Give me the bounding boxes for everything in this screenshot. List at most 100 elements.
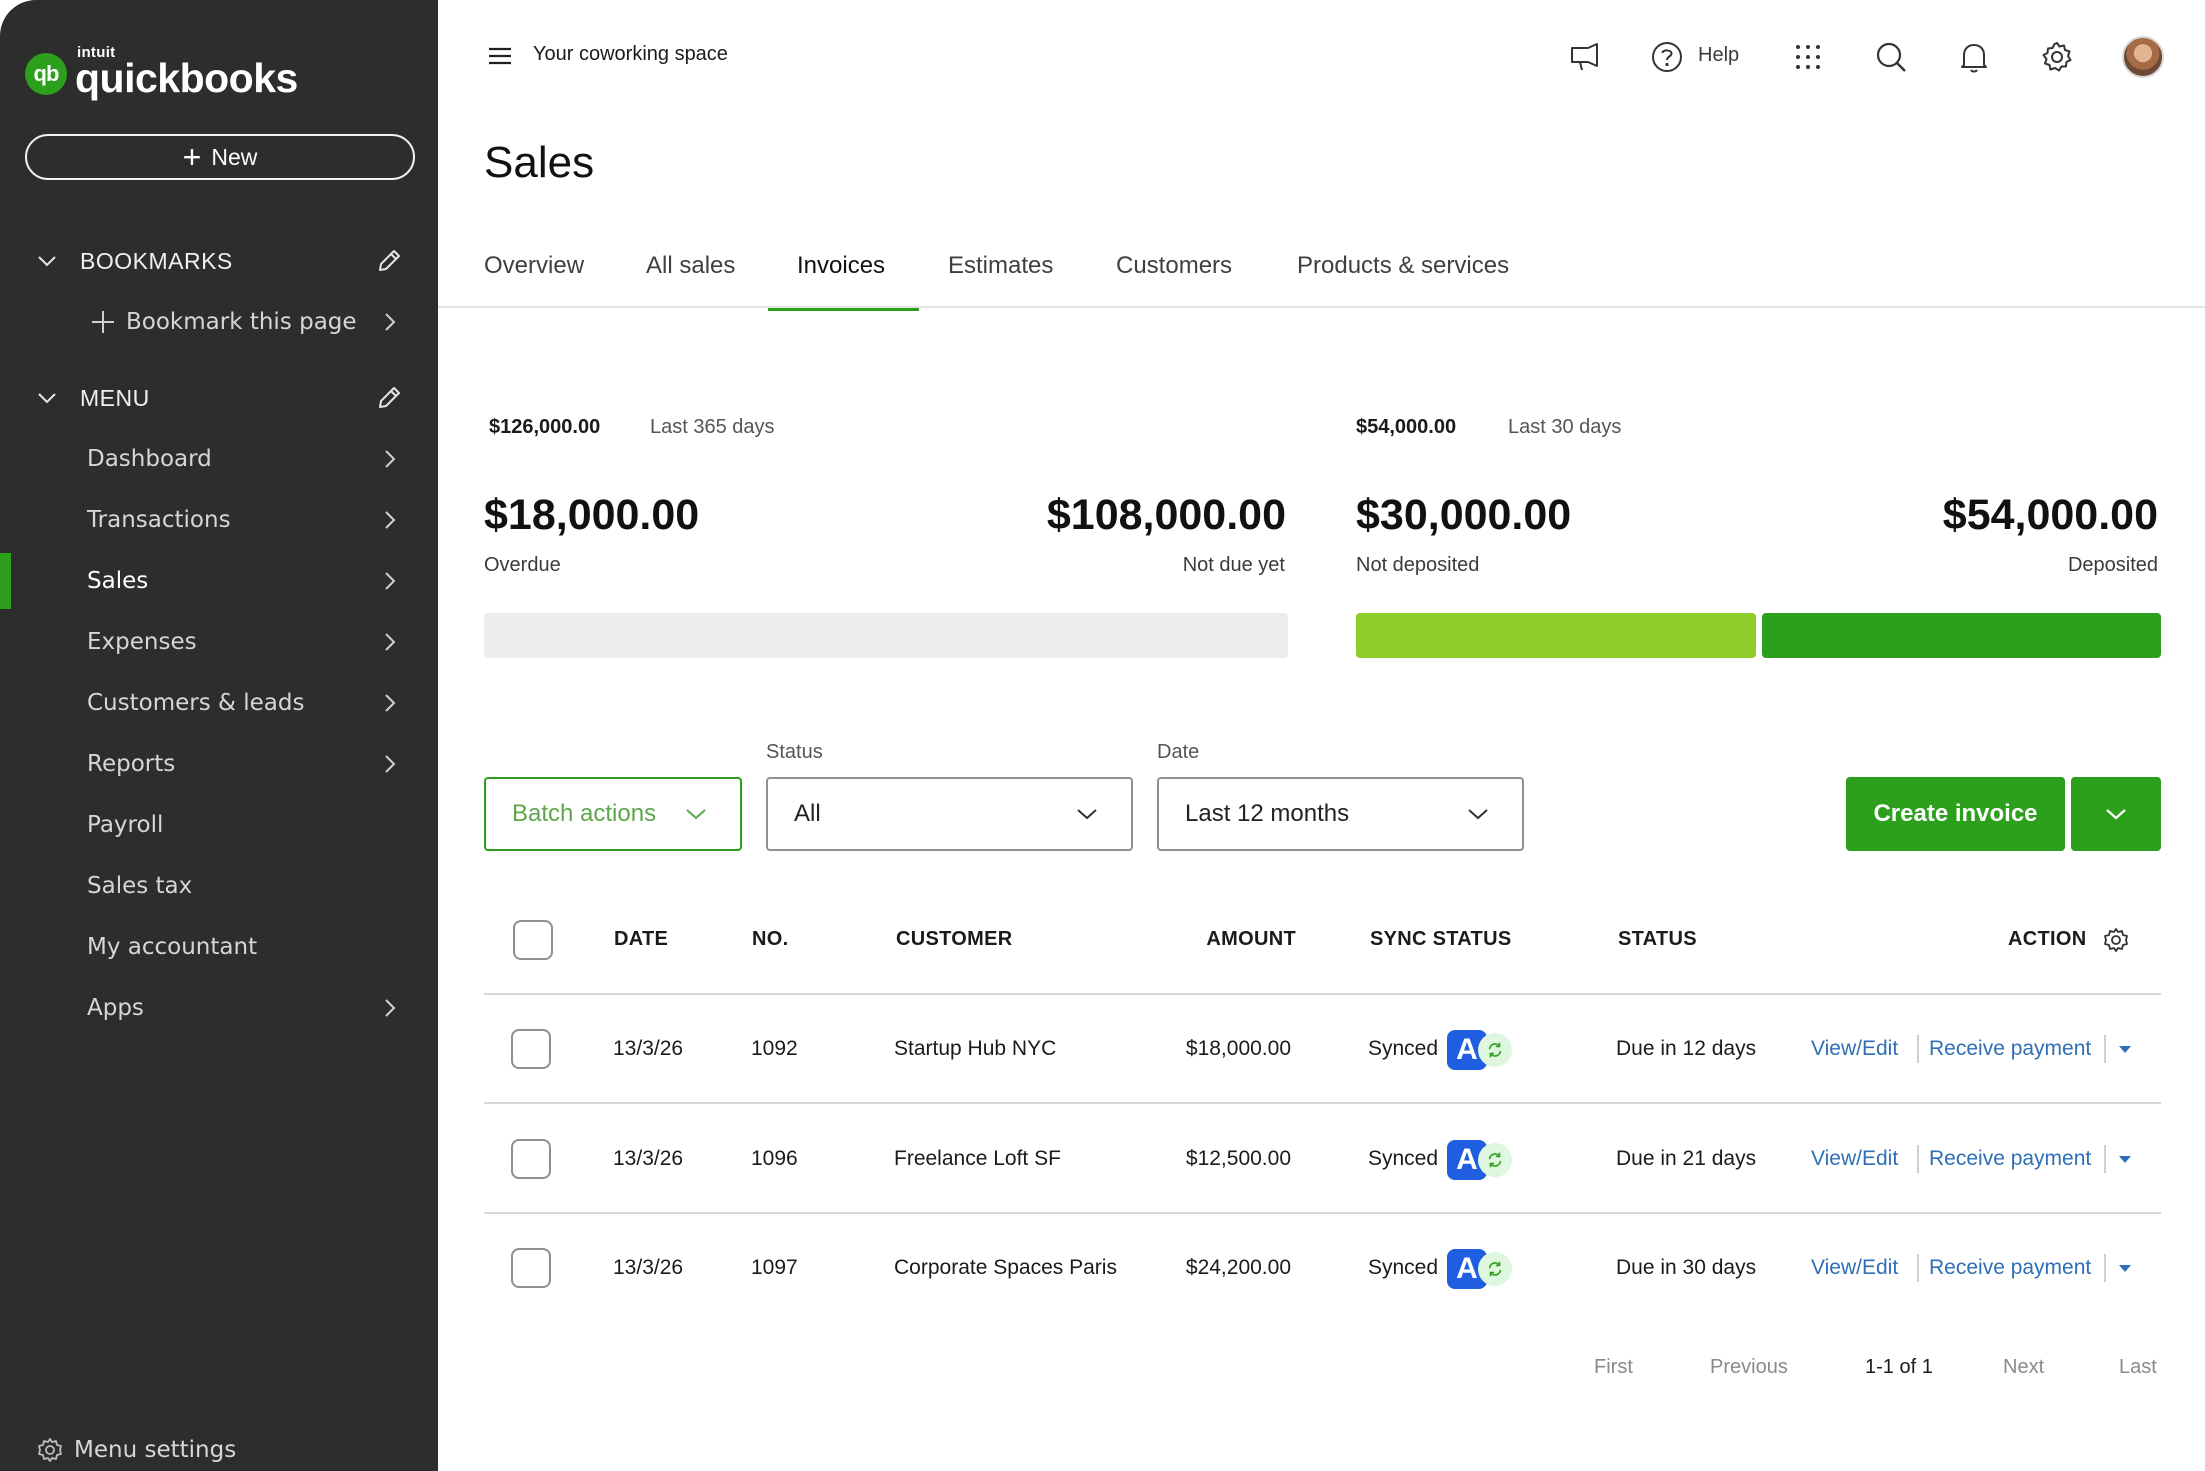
row-status: Due in 21 days	[1616, 1147, 1757, 1170]
row-number: 1092	[751, 1037, 798, 1060]
help-label[interactable]: Help	[1698, 44, 1740, 66]
chevron-down-icon	[2106, 809, 2126, 820]
create-invoice-options-button[interactable]	[2071, 777, 2161, 851]
sidebar-item-apps[interactable]: Apps	[0, 980, 438, 1036]
sidebar-item-my-accountant[interactable]: My accountant	[0, 919, 438, 975]
workspace-name[interactable]: Your coworking space	[533, 43, 728, 65]
sidebar-item-expenses[interactable]: Expenses	[0, 614, 438, 670]
receive-payment-link[interactable]: Receive payment	[1929, 1147, 2092, 1170]
notification-bell-icon[interactable]	[1957, 40, 1991, 74]
bookmark-this-page[interactable]: Bookmark this page	[0, 294, 438, 350]
tab-all-sales[interactable]: All sales	[646, 252, 736, 279]
bookmarks-header-label: BOOKMARKS	[80, 247, 233, 274]
logo-intuit-text: intuit	[77, 44, 116, 61]
status-filter-label: Status	[766, 741, 823, 763]
apps-grid-icon[interactable]	[1791, 40, 1825, 74]
row-checkbox[interactable]	[511, 1248, 551, 1288]
chevron-right-icon	[385, 694, 396, 712]
menu-settings-button[interactable]: Menu settings	[36, 1436, 236, 1464]
table-settings-gear-icon[interactable]	[2102, 926, 2130, 954]
page-title: Sales	[484, 138, 595, 187]
select-all-checkbox[interactable]	[513, 920, 553, 960]
bookmark-this-page-label: Bookmark this page	[126, 309, 357, 335]
batch-actions-label: Batch actions	[512, 800, 657, 827]
row-checkbox[interactable]	[511, 1139, 551, 1179]
column-header-customer[interactable]: CUSTOMER	[896, 928, 1013, 950]
menu-section-header[interactable]: MENU	[0, 373, 438, 423]
sync-refresh-icon	[1478, 1143, 1512, 1177]
sidebar-item-label: Dashboard	[87, 446, 212, 472]
unpaid-progress-bar[interactable]	[484, 613, 1288, 658]
tab-customers[interactable]: Customers	[1116, 252, 1233, 279]
sidebar-item-label: Customers & leads	[87, 690, 305, 716]
help-icon[interactable]	[1650, 40, 1684, 74]
new-button[interactable]: + New	[25, 134, 415, 180]
logo-quickbooks-text: quickbooks	[75, 55, 298, 101]
tab-overview[interactable]: Overview	[484, 252, 585, 279]
row-date: 13/3/26	[613, 1037, 684, 1060]
bookmarks-section-header[interactable]: BOOKMARKS	[0, 236, 438, 286]
action-separator	[2104, 1254, 2106, 1282]
user-avatar[interactable]	[2122, 36, 2164, 78]
pagination-next[interactable]: Next	[2003, 1356, 2045, 1378]
gear-icon	[38, 1438, 62, 1462]
column-header-amount[interactable]: AMOUNT	[1206, 928, 1296, 950]
caret-down-icon[interactable]	[2116, 1153, 2134, 1165]
column-header-status[interactable]: STATUS	[1618, 928, 1697, 950]
not-deposited-amount[interactable]: $30,000.00	[1356, 491, 1572, 539]
sidebar-item-transactions[interactable]: Transactions	[0, 492, 438, 548]
megaphone-icon[interactable]	[1568, 40, 1602, 74]
sidebar-item-sales[interactable]: Sales	[0, 553, 438, 609]
sidebar-item-sales-tax[interactable]: Sales tax	[0, 858, 438, 914]
column-header-date[interactable]: DATE	[614, 928, 669, 950]
column-header-action: ACTION	[2008, 928, 2087, 950]
pagination-first[interactable]: First	[1594, 1356, 1633, 1378]
not-due-amount[interactable]: $108,000.00	[1046, 491, 1286, 539]
settings-gear-icon[interactable]	[2040, 40, 2074, 74]
view-edit-link[interactable]: View/Edit	[1811, 1256, 1899, 1279]
row-sync-status: Synced	[1368, 1147, 1439, 1170]
batch-actions-dropdown[interactable]: Batch actions	[484, 777, 742, 851]
edit-menu-pencil-icon[interactable]	[375, 384, 403, 412]
sidebar-item-customers-leads[interactable]: Customers & leads	[0, 675, 438, 731]
edit-bookmarks-pencil-icon[interactable]	[375, 247, 403, 275]
caret-down-icon[interactable]	[2116, 1262, 2134, 1274]
new-button-label: New	[211, 143, 258, 170]
plus-icon	[92, 311, 114, 333]
sidebar-item-payroll[interactable]: Payroll	[0, 797, 438, 853]
overdue-amount[interactable]: $18,000.00	[484, 491, 700, 539]
sidebar-item-dashboard[interactable]: Dashboard	[0, 431, 438, 487]
row-divider	[484, 1102, 2161, 1104]
tab-invoices[interactable]: Invoices	[797, 252, 886, 279]
row-checkbox[interactable]	[511, 1029, 551, 1069]
chevron-right-icon	[385, 633, 396, 651]
pagination-last[interactable]: Last	[2119, 1356, 2157, 1378]
date-filter-dropdown[interactable]: Last 12 months	[1157, 777, 1524, 851]
chevron-right-icon	[385, 755, 396, 773]
deposited-bar[interactable]	[1762, 613, 2161, 658]
quickbooks-logo[interactable]: qb intuit quickbooks	[25, 44, 298, 101]
column-header-no[interactable]: NO.	[752, 928, 789, 950]
create-invoice-button[interactable]: Create invoice	[1846, 777, 2065, 851]
chevron-down-icon	[38, 256, 56, 267]
deposited-amount[interactable]: $54,000.00	[1942, 491, 2158, 539]
chevron-right-icon	[385, 313, 396, 331]
deposited-label: Deposited	[2067, 554, 2158, 576]
chevron-right-icon	[385, 999, 396, 1017]
search-icon[interactable]	[1874, 40, 1908, 74]
pagination-previous[interactable]: Previous	[1710, 1356, 1788, 1378]
date-filter-label: Date	[1157, 741, 1200, 763]
view-edit-link[interactable]: View/Edit	[1811, 1037, 1899, 1060]
overdue-label: Overdue	[484, 554, 561, 576]
receive-payment-link[interactable]: Receive payment	[1929, 1037, 2092, 1060]
not-deposited-bar[interactable]	[1356, 613, 1756, 658]
status-filter-dropdown[interactable]: All	[766, 777, 1133, 851]
tab-estimates[interactable]: Estimates	[948, 252, 1054, 279]
sidebar-item-reports[interactable]: Reports	[0, 736, 438, 792]
hamburger-menu-icon[interactable]	[487, 45, 513, 67]
column-header-sync-status[interactable]: SYNC STATUS	[1370, 928, 1512, 950]
caret-down-icon[interactable]	[2116, 1043, 2134, 1055]
view-edit-link[interactable]: View/Edit	[1811, 1147, 1899, 1170]
tab-products-services[interactable]: Products & services	[1297, 252, 1510, 279]
receive-payment-link[interactable]: Receive payment	[1929, 1256, 2092, 1279]
